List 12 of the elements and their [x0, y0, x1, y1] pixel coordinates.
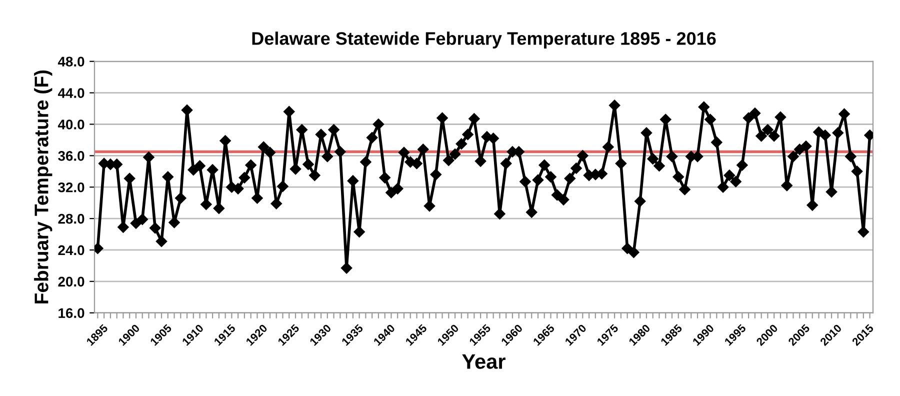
y-tick-label: 40.0	[58, 120, 84, 130]
y-tick-label: 32.0	[58, 182, 84, 192]
x-axis-title: Year	[462, 354, 506, 369]
y-tick-label: 36.0	[58, 151, 84, 161]
chart-title: Delaware Statewide February Temperature 1895 - 2016	[252, 32, 716, 48]
y-tick-label: 20.0	[58, 276, 84, 287]
y-tick-label: 24.0	[58, 245, 84, 256]
y-tick-label: 44.0	[58, 88, 84, 98]
y-tick-label: 28.0	[58, 214, 84, 224]
y-axis-title: February Temperature (F)	[34, 70, 52, 304]
y-tick-label: 48.0	[58, 56, 84, 67]
y-tick-label: 16.0	[58, 308, 84, 318]
